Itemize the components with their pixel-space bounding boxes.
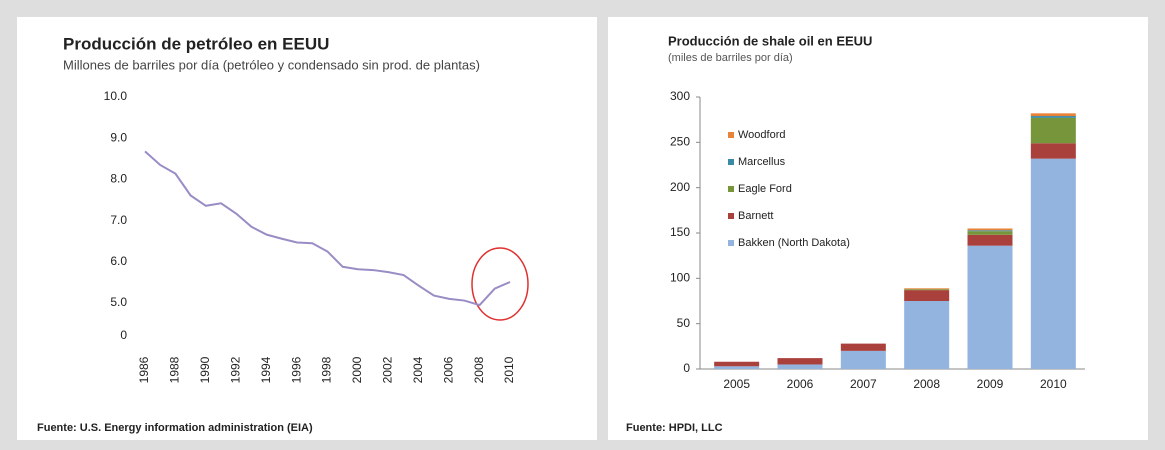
bar-segment xyxy=(1030,113,1076,117)
x-tick-label: 2004 xyxy=(411,356,425,383)
legend-label: Bakken (North Dakota) xyxy=(738,237,850,249)
chart-subtitle: (miles de barriles por día) xyxy=(668,52,793,64)
x-tick-label: 2009 xyxy=(977,377,1004,391)
x-tick-label: 2008 xyxy=(472,356,486,383)
source: Fuente: U.S. Energy information administ… xyxy=(37,422,313,434)
bar-segment xyxy=(904,288,950,290)
legend-label: Woodford xyxy=(738,129,786,141)
y-tick-label: 100 xyxy=(670,271,690,285)
bar-segment xyxy=(1030,158,1076,369)
legend-label: Barnett xyxy=(738,210,773,222)
bar-segment xyxy=(967,231,1013,235)
bar-segment xyxy=(904,290,950,301)
bar-segment xyxy=(967,245,1013,369)
bar-segment xyxy=(777,364,823,369)
x-tick-label: 1994 xyxy=(259,356,273,383)
legend-label: Marcellus xyxy=(738,156,786,168)
bar-segment xyxy=(1030,117,1076,144)
x-tick-label: 1986 xyxy=(137,356,151,383)
bar-segment xyxy=(967,234,1013,246)
bar-segment xyxy=(777,358,823,365)
bar-segment xyxy=(714,361,760,367)
y-tick-label: 200 xyxy=(670,180,690,194)
y-tick-label: 8.0 xyxy=(110,172,127,186)
y-tick-label: 150 xyxy=(670,225,690,239)
x-tick-label: 2010 xyxy=(502,356,516,383)
x-tick-label: 2010 xyxy=(1040,377,1067,391)
left-panel xyxy=(17,17,597,440)
source: Fuente: HPDI, LLC xyxy=(626,422,723,434)
legend-swatch xyxy=(728,213,734,219)
x-tick-label: 2007 xyxy=(850,377,877,391)
y-tick-label: 9.0 xyxy=(110,130,127,144)
bar-segment xyxy=(967,230,1013,232)
y-tick-label: 250 xyxy=(670,135,690,149)
x-tick-label: 2005 xyxy=(723,377,750,391)
bar-segment xyxy=(1030,143,1076,159)
y-tick-label: 10.0 xyxy=(104,89,128,103)
bar-segment xyxy=(904,289,950,291)
bar-segment xyxy=(904,301,950,369)
x-tick-label: 1996 xyxy=(289,356,303,383)
x-tick-label: 2006 xyxy=(787,377,814,391)
legend-swatch xyxy=(728,159,734,165)
bar-segment xyxy=(967,228,1013,231)
x-tick-label: 2006 xyxy=(441,356,455,383)
x-tick-label: 1992 xyxy=(228,356,242,383)
y-tick-label: 5.0 xyxy=(110,295,127,309)
x-tick-label: 1998 xyxy=(320,356,334,383)
chart-title: Producción de shale oil en EEUU xyxy=(668,33,872,48)
x-tick-label: 2000 xyxy=(350,356,364,383)
legend-swatch xyxy=(728,132,734,138)
y-tick-label: 6.0 xyxy=(110,254,127,268)
y-tick-label: 0 xyxy=(120,328,127,342)
bar-segment xyxy=(1030,116,1076,118)
legend-swatch xyxy=(728,240,734,246)
bar-segment xyxy=(840,350,886,369)
x-tick-label: 2008 xyxy=(913,377,940,391)
y-tick-label: 300 xyxy=(670,89,690,103)
chart-title: Producción de petróleo en EEUU xyxy=(63,34,329,53)
chart-subtitle: Millones de barriles por día (petróleo y… xyxy=(63,57,480,72)
bar-segment xyxy=(840,343,886,351)
y-tick-label: 7.0 xyxy=(110,213,127,227)
legend-swatch xyxy=(728,186,734,192)
x-tick-label: 2002 xyxy=(381,356,395,383)
highlight-circle xyxy=(471,247,529,321)
y-tick-label: 0 xyxy=(683,361,690,375)
line xyxy=(144,150,511,307)
legend-label: Eagle Ford xyxy=(738,183,792,195)
y-tick-label: 50 xyxy=(677,316,691,330)
bar-segment xyxy=(714,366,760,369)
x-tick-label: 1988 xyxy=(168,356,182,383)
x-tick-label: 1990 xyxy=(198,356,212,383)
